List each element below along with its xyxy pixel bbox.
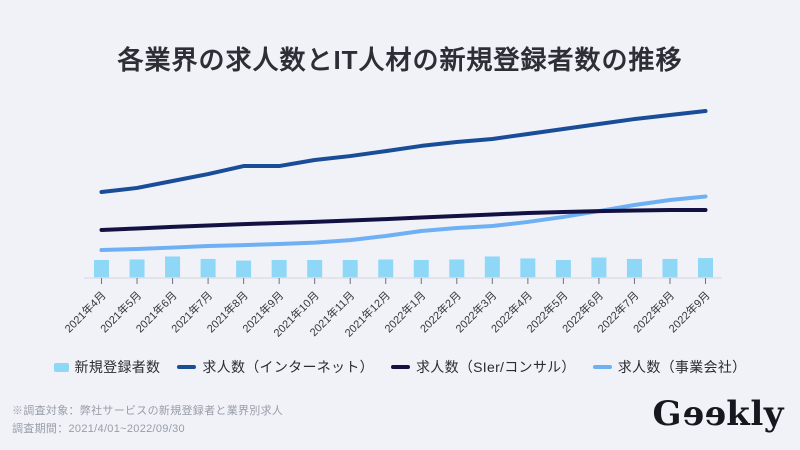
logo-letter: G — [652, 394, 682, 434]
geekly-logo: Geekly — [652, 394, 784, 434]
legend-swatch-company — [592, 364, 612, 370]
bar-registrations — [271, 260, 287, 278]
bar-registrations — [342, 260, 358, 278]
chart-title: 各業界の求人数とIT人材の新規登録者数の推移 — [117, 45, 683, 75]
legend-label-sier: 求人数（SIer/コンサル） — [415, 359, 576, 375]
logo-letter-flipped-e: e — [704, 394, 727, 434]
bar-registrations — [626, 258, 642, 278]
bar-registrations — [378, 259, 394, 278]
footnote-survey-period: 調査期間：2021/4/01~2022/09/30 — [12, 423, 185, 436]
legend-swatch-internet — [177, 364, 197, 370]
logo-letter-flipped-e: e — [681, 394, 705, 434]
legend-item-registrations: 新規登録者数 — [53, 357, 161, 377]
legend-label-registrations: 新規登録者数 — [74, 359, 161, 375]
legend-label-company: 求人数（事業会社） — [617, 359, 747, 375]
line-sier — [99, 208, 708, 232]
footnote-survey-target: ※調査対象：弊社サービスの新規登録者と業界別求人 — [12, 405, 284, 417]
legend-item-sier: 求人数（SIer/コンサル） — [390, 357, 576, 377]
line-internet — [99, 109, 708, 195]
bar-registrations — [662, 258, 678, 278]
bar-registrations — [200, 258, 216, 278]
logo-letters: kly — [726, 394, 784, 434]
legend-label-internet: 求人数（インターネット） — [202, 359, 374, 375]
legend-swatch-registrations — [53, 362, 69, 372]
legend-swatch-sier — [390, 364, 410, 370]
bar-registrations — [236, 260, 252, 278]
bar-registrations — [520, 258, 536, 278]
bar-registrations — [129, 259, 145, 278]
bar-registrations — [698, 258, 713, 278]
combo-chart: 2021年4月2021年5月2021年6月2021年7月2021年8月2021年… — [62, 109, 722, 340]
legend-item-company: 求人数（事業会社） — [592, 357, 747, 377]
footnote: ※調査対象：弊社サービスの新規登録者と業界別求人 調査期間：2021/4/01~… — [12, 402, 283, 438]
legend-item-internet: 求人数（インターネット） — [177, 357, 374, 377]
bar-registrations — [555, 260, 571, 278]
bar-registrations — [484, 256, 500, 278]
bar-registrations — [449, 259, 465, 278]
bar-registrations — [413, 260, 429, 278]
bar-registrations — [591, 257, 607, 278]
chart-legend: 新規登録者数 求人数（インターネット） 求人数（SIer/コンサル） 求人数（事業会社… — [0, 357, 800, 377]
line-company — [99, 194, 708, 253]
bar-registrations — [307, 260, 323, 278]
bar-registrations — [165, 256, 181, 278]
bar-registrations — [94, 260, 109, 278]
